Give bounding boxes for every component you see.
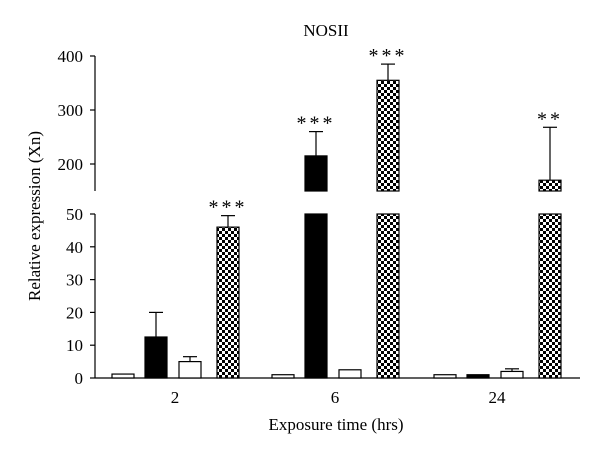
bar xyxy=(271,374,295,379)
bar-upper-segment xyxy=(304,155,328,192)
axes xyxy=(94,56,580,379)
x-axis-label: Exposure time (hrs) xyxy=(268,415,403,434)
bar-lower-segment xyxy=(304,213,328,379)
bar xyxy=(111,373,135,379)
bar xyxy=(178,361,202,379)
bar xyxy=(216,226,240,379)
y-tick-label: 20 xyxy=(66,303,83,322)
y-tick-label: 50 xyxy=(66,205,83,224)
significance-marker: *** xyxy=(369,45,408,67)
y-tick-label: 0 xyxy=(75,369,84,388)
x-tick-label: 6 xyxy=(331,388,340,407)
y-tick-label: 30 xyxy=(66,271,83,290)
bar xyxy=(500,370,524,379)
bar-lower-segment xyxy=(538,213,562,379)
error-bars xyxy=(149,63,557,372)
bar xyxy=(466,374,490,379)
bar-upper-segment xyxy=(376,79,400,192)
y-axis-label: Relative expression (Xn) xyxy=(25,131,44,301)
bar xyxy=(144,336,168,379)
significance-marker: *** xyxy=(209,197,248,219)
significance-marker: *** xyxy=(297,113,336,135)
y-tick-label: 10 xyxy=(66,336,83,355)
y-tick-label: 400 xyxy=(58,47,84,66)
y-tick-label: 200 xyxy=(58,155,84,174)
bar-upper-segment xyxy=(538,179,562,192)
x-tick-label: 2 xyxy=(171,388,180,407)
y-tick-label: 40 xyxy=(66,238,83,257)
bar xyxy=(433,374,457,379)
y-ticks: 0 10 20 30 40 50 200 300 400 xyxy=(58,47,95,388)
x-tick-label: 24 xyxy=(489,388,507,407)
significance-marker: ** xyxy=(537,108,563,130)
bars xyxy=(111,79,562,379)
chart-title: NOSII xyxy=(303,21,349,40)
bar-lower-segment xyxy=(376,213,400,379)
bar xyxy=(338,369,362,379)
x-tick-labels: 2 6 24 xyxy=(171,388,506,407)
annotations: *********** xyxy=(209,45,563,219)
y-tick-label: 300 xyxy=(58,101,84,120)
